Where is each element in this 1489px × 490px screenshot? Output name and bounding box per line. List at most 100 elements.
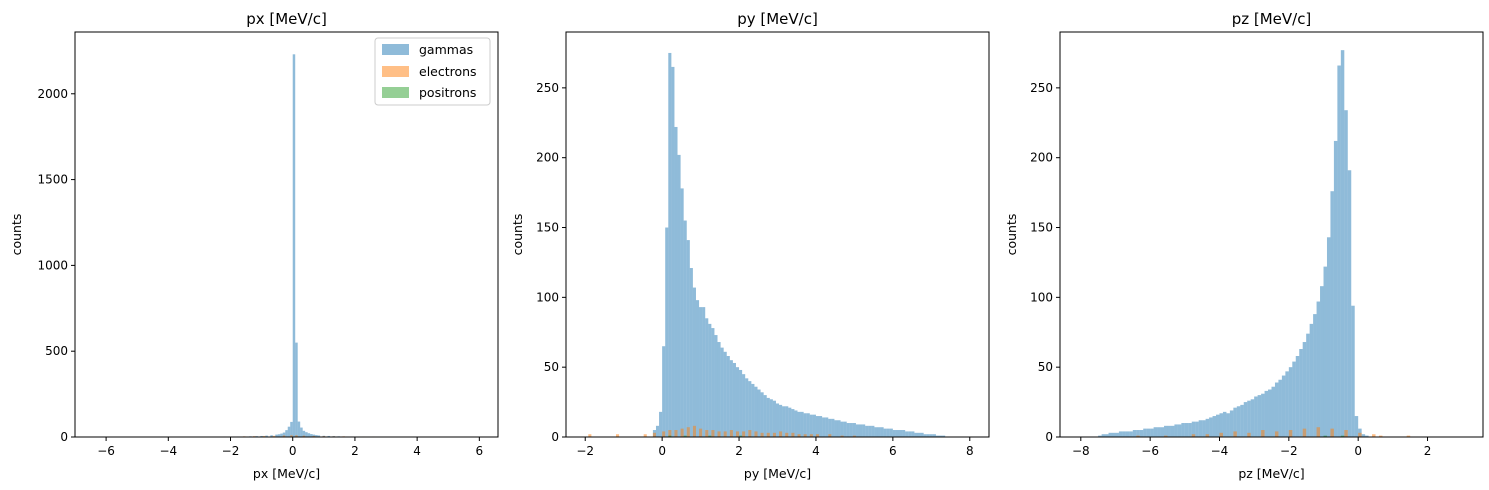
py-bar-electrons-21: [766, 432, 770, 437]
py-bar-gammas-53: [815, 416, 820, 437]
pz-bar-gammas-20: [1167, 425, 1171, 437]
pz-bar-gammas-42: [1243, 402, 1248, 437]
px-bar-gammas-32: [327, 435, 331, 437]
px-bar-gammas-15: [280, 433, 283, 437]
py-bar-electrons-32: [852, 435, 856, 437]
pz-bar-electrons-5: [1233, 431, 1237, 437]
px-bar-gammas-12: [270, 435, 273, 437]
py-bar-gammas-38: [769, 399, 773, 437]
pz-title: pz [MeV/c]: [1232, 10, 1312, 28]
py-bar-gammas-29: [742, 374, 746, 437]
pz-x-ticks: −8 −6 −4 −2 0 2: [1072, 437, 1431, 458]
pz-bars: [1098, 50, 1411, 438]
py-bar-gammas-31: [748, 381, 752, 437]
pz-bar-gammas-3: [1108, 432, 1113, 437]
pz-x-tick-label-0: −8: [1072, 444, 1090, 458]
pz-bar-gammas-58: [1299, 349, 1303, 437]
py-bar-gammas-6: [671, 66, 675, 437]
py-y-tick-label-3: 150: [536, 221, 559, 235]
pz-bar-gammas-24: [1181, 423, 1185, 437]
px-y-ticks: 0 500 1000 1500 2000: [37, 87, 75, 444]
py-bar-gammas-25: [729, 360, 733, 437]
px-bar-electrons-7: [290, 435, 293, 437]
py-bar-gammas-35: [760, 392, 764, 437]
panel-pz: −8 −6 −4 −2 0 2 0 50 100 150 200 250 pz [MeV/c] pz…: [1004, 10, 1484, 481]
pz-bar-gammas-36: [1222, 411, 1227, 437]
pz-y-tick-label-1: 50: [1038, 360, 1053, 374]
pz-bar-electrons-13: [1344, 430, 1348, 437]
py-bar-electrons-19: [754, 431, 758, 437]
pz-bar-positrons-0: [1323, 435, 1327, 437]
py-bar-gammas-66: [855, 424, 860, 437]
py-y-tick-label-5: 250: [536, 81, 559, 95]
px-bar-gammas-10: [260, 435, 263, 437]
py-bar-electrons-5: [668, 430, 672, 437]
py-bar-electrons-13: [717, 431, 721, 437]
py-bar-gammas-90: [929, 434, 933, 437]
py-bar-gammas-32: [751, 383, 755, 437]
py-bar-positrons-0: [668, 435, 672, 437]
py-bar-gammas-79: [895, 430, 900, 437]
py-bar-gammas-18: [708, 323, 712, 437]
py-bar-gammas-72: [874, 427, 878, 437]
pz-bar-gammas-69: [1337, 65, 1341, 438]
pz-bar-gammas-12: [1139, 430, 1144, 437]
py-bar-gammas-41: [779, 404, 783, 437]
pz-bar-gammas-52: [1278, 379, 1282, 437]
pz-bar-electrons-9: [1288, 430, 1293, 437]
legend-label-positrons: positrons: [419, 85, 476, 100]
py-bar-gammas-16: [702, 307, 706, 437]
pz-bar-gammas-70: [1340, 50, 1345, 437]
py-bar-gammas-48: [800, 411, 804, 437]
pz-bar-electrons-1: [1164, 435, 1168, 437]
pz-bar-gammas-44: [1250, 399, 1255, 437]
pz-bar-gammas-17: [1157, 427, 1161, 437]
pz-bar-gammas-41: [1240, 404, 1244, 437]
pz-bar-gammas-59: [1302, 342, 1307, 437]
py-bar-gammas-20: [714, 335, 718, 437]
pz-bar-gammas-74: [1354, 416, 1359, 437]
py-bar-electrons-6: [674, 430, 678, 437]
px-bar-electrons-5: [272, 435, 276, 437]
px-bar-gammas-21: [295, 342, 298, 437]
pz-bar-gammas-55: [1288, 367, 1293, 437]
pz-y-tick-label-4: 200: [1030, 151, 1053, 165]
py-bar-electrons-1: [615, 434, 620, 437]
pz-bar-gammas-25: [1184, 423, 1189, 437]
pz-bar-gammas-38: [1229, 410, 1234, 437]
px-y-tick-label-3: 1500: [37, 173, 68, 187]
px-bar-gammas-26: [307, 433, 311, 437]
pz-bar-gammas-49: [1268, 389, 1272, 437]
px-bar-gammas-22: [297, 421, 301, 437]
py-bar-gammas-68: [862, 424, 866, 437]
py-bar-gammas-24: [726, 356, 730, 437]
py-bar-electrons-18: [748, 430, 752, 437]
py-y-tick-label-1: 50: [544, 360, 559, 374]
pz-x-axis-label: pz [MeV/c]: [1238, 466, 1304, 481]
py-bar-gammas-1: [655, 425, 660, 437]
px-bar-gammas-29: [315, 435, 318, 437]
legend-swatch-positrons: [382, 87, 409, 98]
py-bar-gammas-55: [822, 417, 826, 437]
py-bar-gammas-86: [917, 432, 921, 437]
px-bar-gammas-27: [310, 434, 313, 437]
pz-bar-gammas-8: [1125, 431, 1130, 437]
py-bar-electrons-27: [803, 434, 807, 437]
py-bar-gammas-2: [659, 411, 663, 437]
px-y-tick-label-2: 1000: [37, 258, 68, 272]
pz-bar-gammas-16: [1153, 427, 1158, 437]
py-bar-electrons-0: [588, 434, 592, 437]
pz-bar-gammas-30: [1202, 420, 1206, 437]
panel-px: −6 −4 −2 0 2 4 6 0 500 1000 1500 2000 px [MeV/c] p…: [9, 10, 499, 481]
py-bar-gammas-13: [692, 287, 696, 437]
pz-bar-electrons-16: [1378, 435, 1383, 437]
pz-bar-gammas-26: [1188, 423, 1192, 437]
py-x-tick-label-4: 6: [889, 444, 897, 458]
pz-bar-gammas-62: [1313, 314, 1317, 437]
py-bar-electrons-26: [797, 434, 801, 437]
pz-x-tick-label-5: 2: [1424, 444, 1432, 458]
py-bar-gammas-8: [677, 154, 681, 437]
py-bar-gammas-28: [739, 369, 743, 437]
pz-y-axis-label: counts: [1004, 214, 1019, 256]
py-bar-gammas-52: [812, 414, 816, 437]
